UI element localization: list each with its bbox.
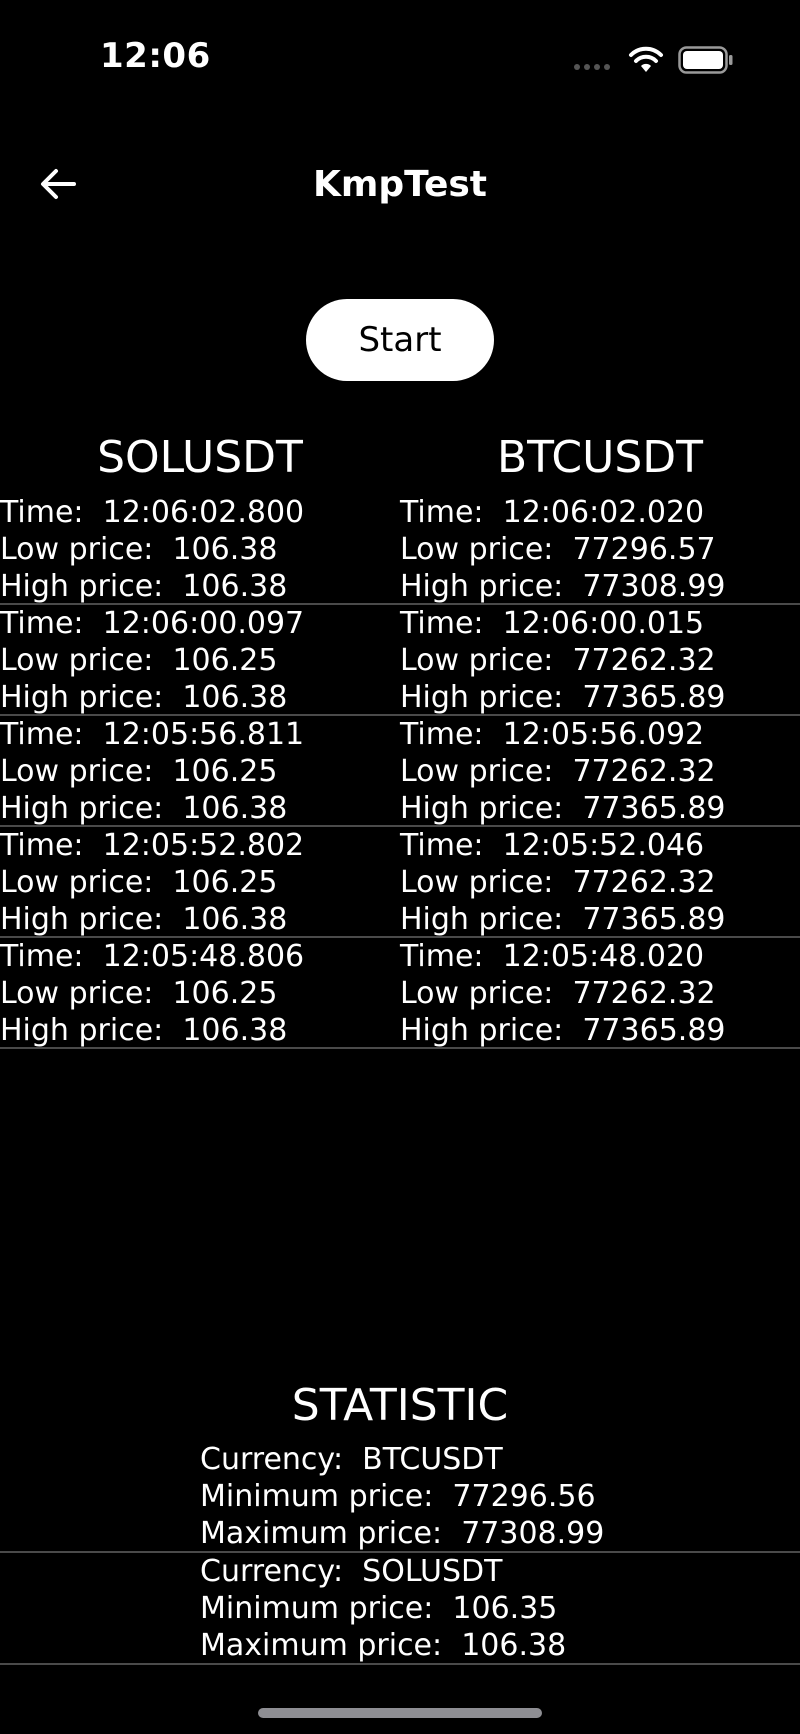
column-header-solusdt: SOLUSDT xyxy=(97,432,303,483)
solusdt-cell: Time: 12:06:00.097 Low price: 106.25 Hig… xyxy=(0,606,305,715)
column-header-btcusdt: BTCUSDT xyxy=(496,432,704,483)
low-price-value: 106.38 xyxy=(172,532,278,567)
battery-icon xyxy=(678,46,733,74)
price-row: Time: 12:05:48.806 Low price: 106.25 Hig… xyxy=(0,938,800,1049)
price-row: Time: 12:06:00.097 Low price: 106.25 Hig… xyxy=(0,605,800,716)
cellular-signal-icon xyxy=(574,64,610,70)
low-price-value: 106.25 xyxy=(172,643,278,678)
home-indicator[interactable] xyxy=(258,1708,542,1718)
btcusdt-cell: Time: 12:06:02.020 Low price: 77296.57 H… xyxy=(400,495,726,604)
price-row: Time: 12:06:02.800 Low price: 106.38 Hig… xyxy=(0,494,800,605)
price-list: Time: 12:06:02.800 Low price: 106.38 Hig… xyxy=(0,494,800,1049)
high-price-value: 77365.89 xyxy=(582,1013,726,1048)
btcusdt-cell: Time: 12:05:48.020 Low price: 77262.32 H… xyxy=(400,939,726,1048)
high-price-value: 77365.89 xyxy=(582,680,726,715)
time-value: 12:06:02.800 xyxy=(102,495,305,530)
high-price-value: 106.38 xyxy=(182,902,288,937)
high-price-value: 77308.99 xyxy=(582,569,726,604)
currency-value: SOLUSDT xyxy=(362,1554,503,1589)
price-row: Time: 12:05:52.802 Low price: 106.25 Hig… xyxy=(0,827,800,938)
statistic-title: STATISTIC xyxy=(291,1380,509,1431)
solusdt-cell: Time: 12:05:56.811 Low price: 106.25 Hig… xyxy=(0,717,305,826)
high-price-value: 106.38 xyxy=(182,1013,288,1048)
btcusdt-cell: Time: 12:05:56.092 Low price: 77262.32 H… xyxy=(400,717,726,826)
maximum-price-value: 77308.99 xyxy=(461,1516,605,1551)
time-value: 12:05:48.806 xyxy=(102,939,305,974)
wifi-icon xyxy=(629,46,663,72)
statistic-item: Currency: SOLUSDT Minimum price: 106.35 … xyxy=(0,1553,800,1665)
btcusdt-cell: Time: 12:05:52.046 Low price: 77262.32 H… xyxy=(400,828,726,937)
low-price-value: 106.25 xyxy=(172,865,278,900)
low-price-value: 106.25 xyxy=(172,976,278,1011)
time-value: 12:06:00.015 xyxy=(502,606,705,641)
high-price-value: 77365.89 xyxy=(582,791,726,826)
time-value: 12:06:02.020 xyxy=(502,495,705,530)
statistic-item: Currency: BTCUSDT Minimum price: 77296.5… xyxy=(0,1441,800,1553)
high-price-value: 77365.89 xyxy=(582,902,726,937)
back-arrow-icon[interactable] xyxy=(36,162,80,206)
navigation-bar: KmpTest xyxy=(0,140,800,230)
time-value: 12:05:52.802 xyxy=(102,828,305,863)
statistic-list: Currency: BTCUSDT Minimum price: 77296.5… xyxy=(0,1441,800,1665)
high-price-value: 106.38 xyxy=(182,791,288,826)
time-value: 12:05:56.811 xyxy=(102,717,305,752)
low-price-value: 77262.32 xyxy=(572,976,716,1011)
solusdt-cell: Time: 12:06:02.800 Low price: 106.38 Hig… xyxy=(0,495,305,604)
time-value: 12:05:52.046 xyxy=(502,828,705,863)
low-price-value: 77262.32 xyxy=(572,865,716,900)
currency-value: BTCUSDT xyxy=(362,1442,503,1477)
low-price-value: 77262.32 xyxy=(572,643,716,678)
status-bar: 12:06 xyxy=(0,0,800,120)
minimum-price-value: 106.35 xyxy=(452,1591,558,1626)
start-button[interactable]: Start xyxy=(306,299,494,381)
low-price-value: 106.25 xyxy=(172,754,278,789)
solusdt-cell: Time: 12:05:52.802 Low price: 106.25 Hig… xyxy=(0,828,305,937)
status-time: 12:06 xyxy=(100,36,211,76)
btcusdt-cell: Time: 12:06:00.015 Low price: 77262.32 H… xyxy=(400,606,726,715)
solusdt-cell: Time: 12:05:48.806 Low price: 106.25 Hig… xyxy=(0,939,305,1048)
time-value: 12:05:56.092 xyxy=(502,717,705,752)
low-price-value: 77296.57 xyxy=(572,532,716,567)
page-title: KmpTest xyxy=(312,164,487,205)
price-row: Time: 12:05:56.811 Low price: 106.25 Hig… xyxy=(0,716,800,827)
high-price-value: 106.38 xyxy=(182,680,288,715)
time-value: 12:05:48.020 xyxy=(502,939,705,974)
minimum-price-value: 77296.56 xyxy=(452,1479,596,1514)
low-price-value: 77262.32 xyxy=(572,754,716,789)
time-value: 12:06:00.097 xyxy=(102,606,305,641)
maximum-price-value: 106.38 xyxy=(461,1628,567,1663)
high-price-value: 106.38 xyxy=(182,569,288,604)
